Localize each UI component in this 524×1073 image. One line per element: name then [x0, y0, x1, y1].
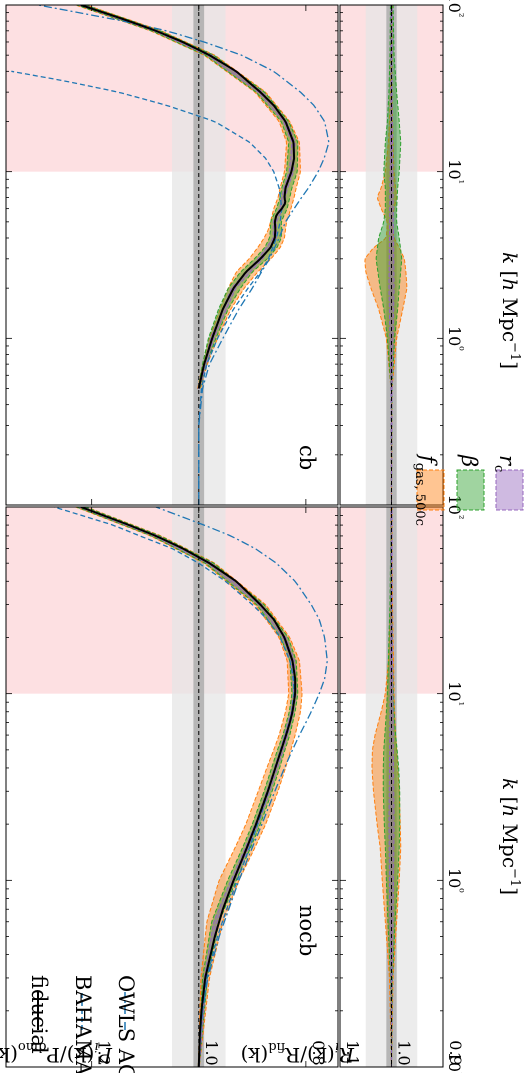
panel-label-cb: cb	[295, 445, 319, 470]
x-tick-label: 10⁰	[445, 326, 466, 351]
legend-bands: fgas, 500c β rc	[412, 453, 524, 526]
band-r_c	[388, 5, 395, 505]
tolerance-band-inner	[386, 5, 397, 505]
xlabel-cb: k [h Mpc−1]	[498, 252, 522, 369]
band-fgas_500c	[364, 5, 408, 505]
axes-cb-top	[5, 4, 339, 506]
ylabel-bottom: Ri(k)/Rfid(k)	[241, 1039, 356, 1067]
plot-area-nocb-bottom	[340, 507, 443, 1067]
y-tick-label: 1.2	[95, 1040, 114, 1065]
x-tick-label: 10¹	[445, 681, 466, 706]
label-layer: Pi(k)/Pdmo(k) Ri(k)/Rfid(k) k [h Mpc−1] …	[0, 252, 524, 1073]
plot-layer: 0.81.01.20.91.01.110⁻¹10⁰10¹10²10⁰10¹10²	[5, 0, 466, 1073]
x-tick-label: 10¹	[445, 159, 466, 184]
axes-cb-bottom: 10⁰ 10¹ 10²	[339, 0, 466, 506]
axes-nocb-bottom: 0.91.01.110⁻¹10⁰10¹10²	[339, 495, 466, 1073]
legend-fgas-label: fgas, 500c	[412, 453, 440, 526]
xlabel-nocb: k [h Mpc−1]	[498, 778, 522, 895]
plot-area-cb-bottom	[340, 5, 443, 505]
plot-area-cb-top	[6, 5, 338, 505]
axes-frame	[5, 4, 339, 506]
legend-beta-label: β	[457, 454, 481, 467]
legend-owls-label: OWLS AGN	[114, 975, 138, 1073]
y-tick-label: 0.8	[309, 1040, 328, 1065]
legend-rc-swatch	[495, 469, 524, 511]
legend-fiducial-label: fiducial	[27, 975, 51, 1054]
band-r_c	[78, 5, 296, 389]
series-fiducial	[80, 5, 296, 389]
legend-lines: fiducial BAHAMAS OWLS AGN	[27, 975, 138, 1073]
x-tick-label: 10⁰	[445, 868, 466, 893]
axes-nocb-top: 0.8 1.0 1.2	[5, 506, 339, 1068]
series-fiducial	[80, 507, 297, 1067]
x-tick-label: 10⁻¹	[445, 1052, 466, 1073]
series-owls-agn	[155, 507, 328, 1067]
x-tick-label: 10²	[445, 0, 466, 17]
legend-fgas-swatch	[416, 469, 445, 511]
legend-rc-label: rc	[491, 455, 519, 472]
y-tick-label: 0.9	[446, 1040, 465, 1065]
legend-beta-swatch	[456, 469, 485, 511]
series-bahamas	[11, 70, 283, 505]
y-tick-label: 1.0	[202, 1040, 221, 1065]
band-beta	[375, 5, 403, 505]
tolerance-band-inner	[193, 5, 205, 505]
legend-bahamas-label: BAHAMAS	[71, 975, 95, 1073]
ylabel-top: Pi(k)/Pdmo(k)	[0, 1039, 113, 1067]
panel-label-nocb: nocb	[295, 905, 319, 956]
band-fgas_500c	[371, 507, 402, 1067]
band-fgas_500c	[75, 507, 303, 1067]
y-tick-label: 1.0	[395, 1040, 414, 1065]
y-tick-label: 1.1	[343, 1040, 362, 1065]
axes-frame	[5, 506, 339, 1068]
plot-area-nocb-top	[6, 507, 338, 1067]
